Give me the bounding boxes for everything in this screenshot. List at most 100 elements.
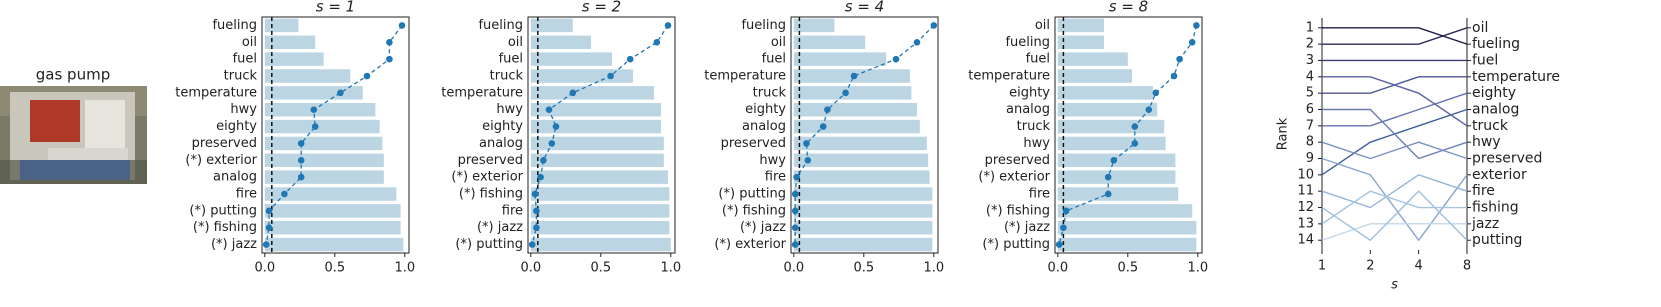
x-tick-label: 0.0	[520, 261, 541, 276]
series-label: analog	[1472, 101, 1519, 117]
dot	[664, 22, 672, 29]
category-label: temperature	[968, 69, 1050, 84]
rank-line	[1322, 27, 1468, 45]
bar	[530, 35, 591, 50]
category-label: truck	[753, 85, 787, 100]
dot	[386, 55, 393, 63]
bar	[1057, 102, 1158, 117]
dot	[265, 207, 273, 215]
category-label: fuel	[233, 52, 257, 67]
y-tick-label: 14	[1297, 233, 1314, 248]
rank-line	[1321, 174, 1468, 209]
dot-line	[1058, 25, 1198, 245]
y-tick-label: 8	[1306, 135, 1314, 150]
series-label: eighty	[1472, 85, 1516, 101]
bar	[530, 18, 573, 33]
bar	[793, 220, 933, 235]
category-label: hwy	[230, 102, 257, 117]
bar	[264, 220, 401, 235]
x-tick-label: 0.5	[1117, 261, 1138, 276]
series-label: exterior	[1472, 167, 1527, 183]
dot	[1188, 38, 1196, 46]
dot	[297, 156, 305, 164]
dot	[540, 156, 547, 164]
photo	[0, 86, 147, 184]
x-tick-label: 1.0	[1187, 261, 1208, 276]
bar	[530, 204, 670, 218]
category-label: fire	[502, 203, 523, 218]
bar	[1057, 170, 1176, 184]
bar	[1057, 18, 1104, 33]
category-label: (*) jazz	[477, 220, 523, 235]
bar	[530, 102, 661, 117]
bar	[793, 153, 929, 168]
dot	[337, 89, 344, 97]
panel-title: s = 4	[845, 0, 884, 16]
dot	[791, 241, 799, 248]
dot	[1193, 22, 1200, 29]
bar	[530, 86, 654, 100]
category-label: preserved	[458, 153, 523, 168]
dot	[1145, 106, 1153, 114]
x-axis-label: s	[1391, 278, 1398, 293]
dot	[793, 173, 800, 181]
dot	[1055, 241, 1063, 248]
bar	[793, 18, 835, 33]
bar	[793, 187, 933, 201]
dot	[311, 123, 319, 130]
dot	[930, 22, 938, 29]
rank-line	[1322, 92, 1468, 127]
dot	[791, 190, 799, 198]
category-label: hwy	[759, 153, 786, 168]
x-tick-label: 4	[1415, 259, 1423, 274]
bar	[530, 52, 612, 66]
bar	[1057, 52, 1128, 66]
category-label: eighty	[1009, 85, 1050, 100]
dot	[297, 173, 305, 181]
bar	[1057, 35, 1104, 50]
category-label: eighty	[745, 102, 786, 117]
category-label: hwy	[1023, 136, 1050, 151]
bar	[530, 170, 668, 184]
category-label: (*) exterior	[714, 237, 786, 252]
bar	[530, 220, 670, 235]
dot	[653, 38, 661, 46]
dot	[1176, 55, 1183, 63]
dot	[265, 224, 273, 232]
dot	[297, 140, 305, 147]
bar	[1057, 119, 1165, 134]
x-tick-label: 0.5	[853, 261, 874, 276]
bar	[264, 153, 384, 168]
bar	[793, 52, 887, 66]
category-label: preserved	[721, 136, 786, 151]
dot	[569, 89, 577, 97]
dot	[1131, 123, 1139, 130]
category-label: (*) fishing	[459, 187, 523, 202]
series-label: jazz	[1471, 216, 1499, 232]
x-tick-label: 1.0	[394, 261, 415, 276]
category-label: oil	[508, 35, 523, 50]
bar	[264, 237, 404, 252]
category-label: eighty	[482, 119, 523, 134]
category-label: fueling	[212, 18, 257, 33]
bar	[264, 187, 397, 201]
image-caption: gas pump	[36, 66, 110, 84]
category-label: (*) exterior	[451, 170, 523, 185]
bar	[793, 237, 933, 252]
category-label: fuel	[1026, 52, 1050, 67]
category-label: truck	[224, 69, 258, 84]
dot	[533, 207, 540, 215]
panel-title: s = 1	[316, 0, 355, 16]
rank-line	[1321, 223, 1467, 241]
x-tick-label: 0.0	[1047, 261, 1068, 276]
category-label: (*) fishing	[193, 220, 257, 235]
dot	[1170, 72, 1178, 80]
plot-frame	[261, 16, 410, 254]
category-label: temperature	[175, 85, 257, 100]
dot	[803, 140, 810, 147]
category-label: (*) jazz	[740, 220, 786, 235]
category-label: (*) putting	[189, 203, 257, 218]
dot	[804, 156, 812, 164]
bar	[530, 69, 633, 83]
bar	[264, 86, 363, 100]
